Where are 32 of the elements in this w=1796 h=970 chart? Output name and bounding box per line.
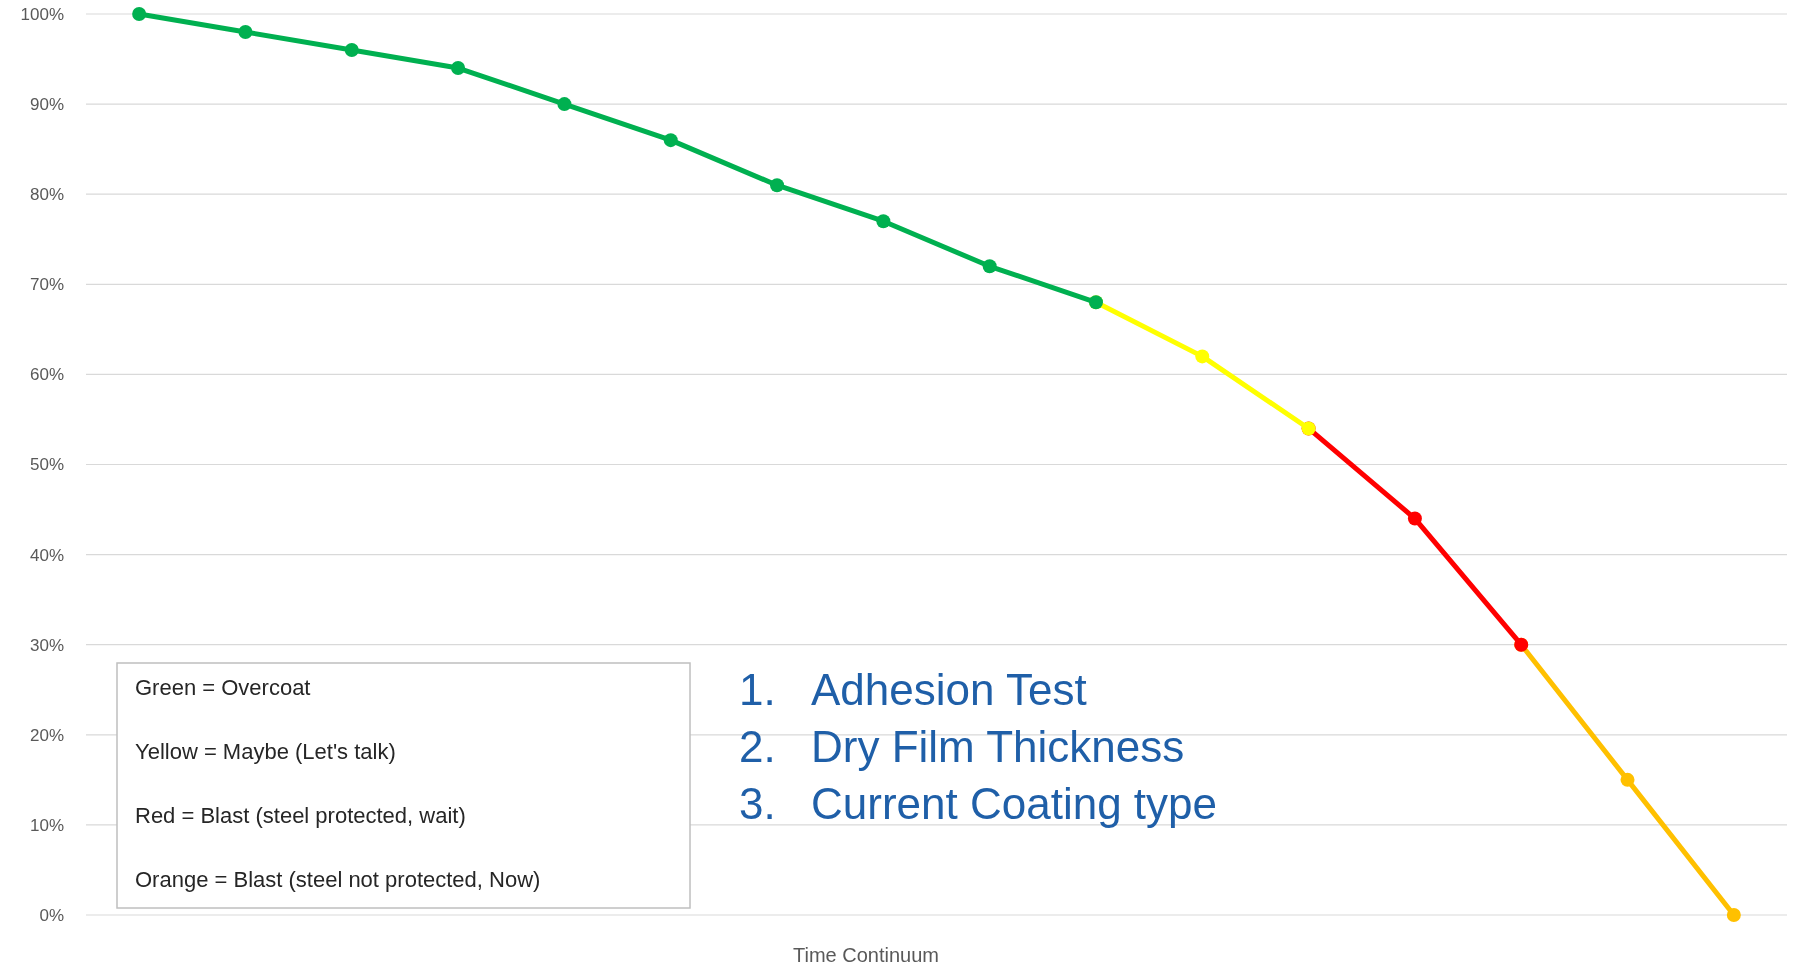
annotation: 2. Dry Film Thickness bbox=[739, 722, 1185, 772]
y-tick-label: 20% bbox=[29, 725, 64, 745]
y-tick-label: 50% bbox=[29, 455, 64, 475]
annotation: Red = Blast (steel protected, wait) bbox=[135, 802, 466, 828]
point bbox=[1620, 772, 1635, 787]
y-tick-label: 0% bbox=[39, 905, 64, 925]
annotation: Green = Overcoat bbox=[135, 674, 311, 700]
point bbox=[1195, 349, 1210, 364]
point bbox=[770, 178, 785, 193]
point bbox=[344, 43, 359, 58]
point bbox=[1726, 908, 1741, 922]
point bbox=[876, 214, 891, 229]
y-tick-label: 70% bbox=[29, 275, 64, 295]
y-tick-label: 10% bbox=[29, 815, 64, 835]
point bbox=[982, 259, 997, 274]
point bbox=[238, 25, 253, 40]
annotation: 1. Adhesion Test bbox=[739, 665, 1087, 715]
annotation: Orange = Blast (steel not protected, Now) bbox=[135, 866, 541, 892]
point bbox=[557, 97, 572, 112]
annotation: Yellow = Maybe (Let's talk) bbox=[135, 738, 396, 764]
x-axis-title: Time Continuum bbox=[793, 944, 939, 966]
y-tick-label: 30% bbox=[29, 635, 64, 655]
point bbox=[132, 7, 147, 21]
y-tick-label: 80% bbox=[29, 185, 64, 205]
point bbox=[451, 61, 466, 76]
annotation: 3. Current Coating type bbox=[739, 779, 1217, 829]
point bbox=[663, 133, 678, 148]
y-tick-label: 60% bbox=[29, 365, 64, 385]
y-tick-label: 40% bbox=[29, 545, 64, 565]
y-tick-label: 90% bbox=[29, 95, 64, 115]
y-tick-label: 100% bbox=[20, 4, 64, 24]
point bbox=[1407, 511, 1422, 526]
